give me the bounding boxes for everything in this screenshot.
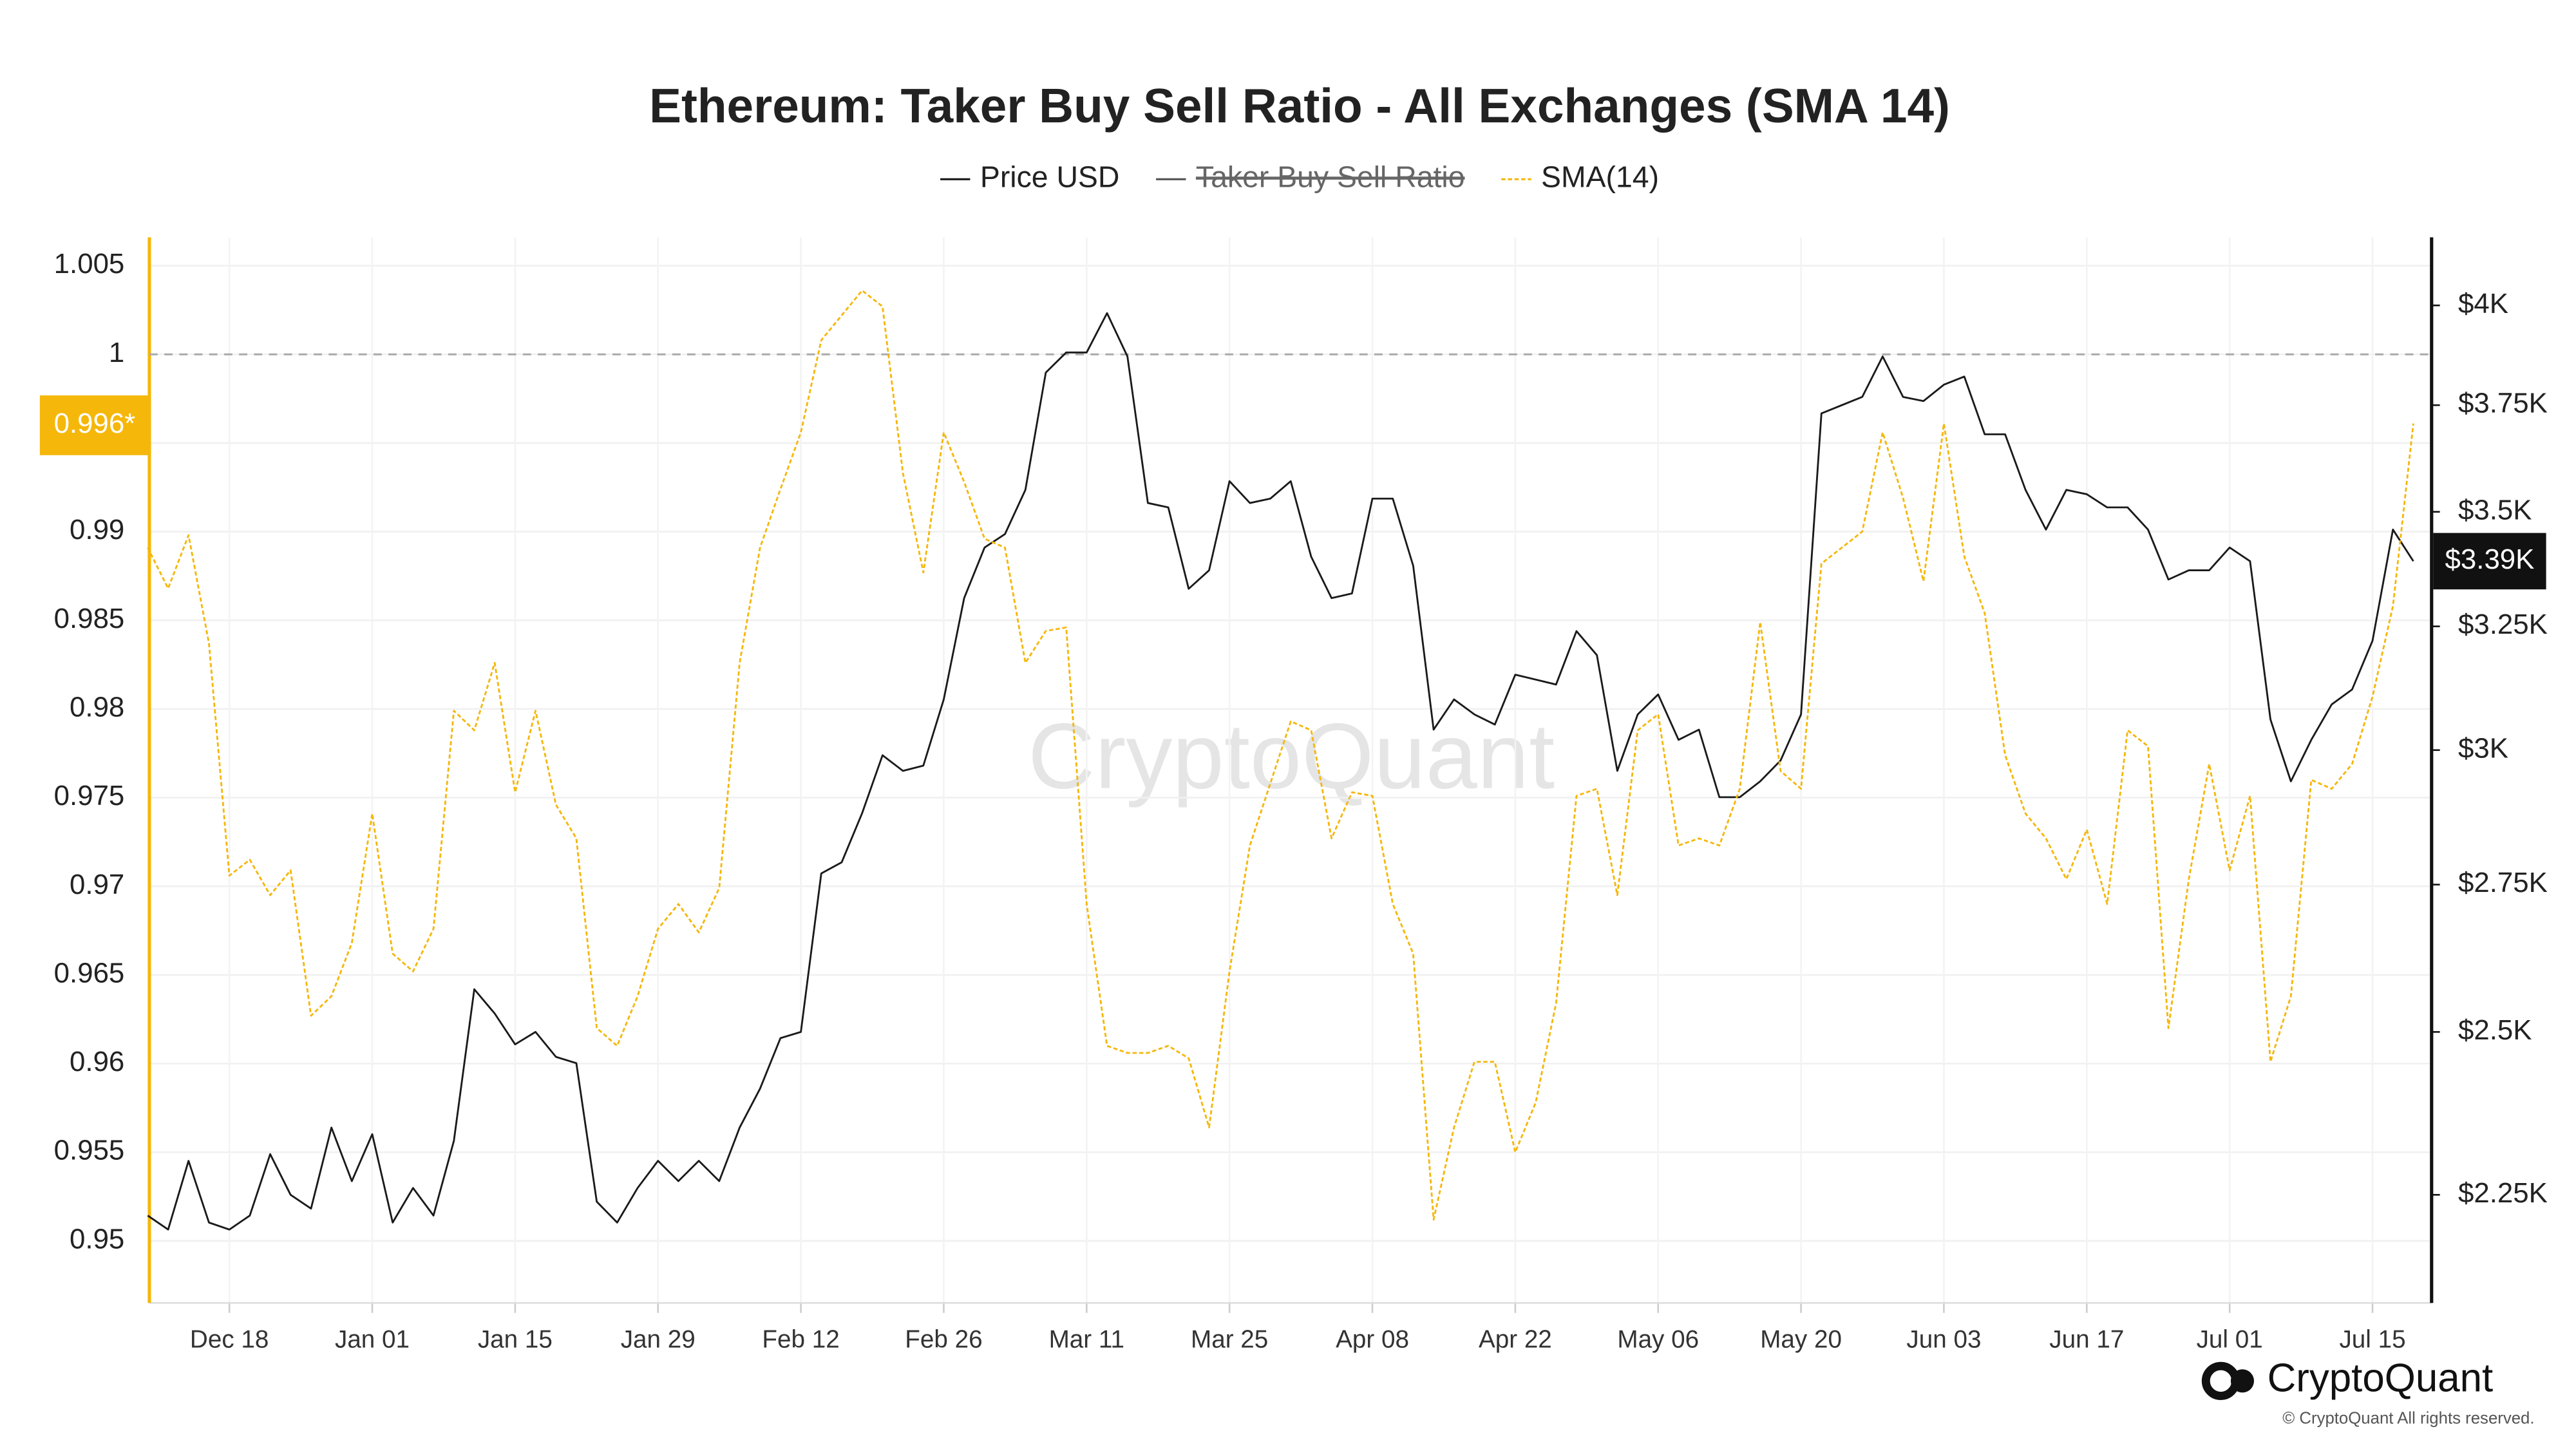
y-tick-label: 0.99	[70, 514, 124, 545]
legend-label: Price USD	[980, 160, 1119, 194]
x-tick-label: Feb 12	[762, 1326, 839, 1354]
x-tick-label: Jun 03	[1906, 1326, 1981, 1354]
current-value-label: $3.39K	[2445, 544, 2535, 575]
y2-tick-label: $3.75K	[2458, 388, 2548, 419]
y2-tick-label: $3K	[2458, 732, 2508, 764]
legend: Price USD Taker Buy Sell Ratio SMA(14)	[940, 160, 1659, 194]
current-value-badge	[2433, 533, 2546, 590]
y-tick-label: 1.005	[54, 248, 125, 279]
x-tick-label: Mar 11	[1049, 1326, 1124, 1354]
y-tick-label: 0.955	[54, 1135, 125, 1166]
y-tick-label: 0.95	[70, 1223, 124, 1255]
y2-tick-label: $3.25K	[2458, 609, 2548, 640]
y-tick-label: 0.975	[54, 780, 125, 811]
chart-title: Ethereum: Taker Buy Sell Ratio - All Exc…	[649, 79, 1950, 133]
x-tick-label: Apr 08	[1336, 1326, 1409, 1354]
x-tick-label: Jun 17	[2049, 1326, 2124, 1354]
y-tick-label: 0.985	[54, 603, 125, 634]
current-value-label: 0.996*	[54, 408, 136, 439]
y-tick-label: 0.96	[70, 1046, 124, 1077]
x-tick-label: Jul 15	[2339, 1326, 2405, 1354]
y2-tick-label: $3.5K	[2458, 494, 2532, 526]
x-tick-label: Jan 01	[335, 1326, 410, 1354]
legend-label: Taker Buy Sell Ratio	[1196, 160, 1465, 194]
y2-tick-label: $2.75K	[2458, 867, 2548, 898]
x-tick-label: Feb 26	[905, 1326, 982, 1354]
y-tick-label: 1	[109, 337, 124, 368]
y2-tick-label: $2.25K	[2458, 1177, 2548, 1209]
legend-label: SMA(14)	[1541, 160, 1659, 194]
brand: CryptoQuant	[2268, 1356, 2494, 1401]
watermark: CryptoQuant	[1028, 704, 1555, 808]
y2-tick-label: $2.5K	[2458, 1014, 2532, 1046]
logo-icon	[2230, 1369, 2254, 1393]
copyright: © CryptoQuant All rights reserved.	[2282, 1409, 2534, 1427]
x-tick-label: Jan 29	[621, 1326, 696, 1354]
x-tick-label: Jul 01	[2197, 1326, 2263, 1354]
series-line	[147, 289, 2414, 1221]
y-tick-label: 0.965	[54, 957, 125, 989]
x-tick-label: Dec 18	[190, 1326, 269, 1354]
x-tick-label: Jan 15	[478, 1326, 553, 1354]
x-tick-label: May 06	[1617, 1326, 1699, 1354]
x-tick-label: May 20	[1760, 1326, 1842, 1354]
current-value-badge	[39, 395, 149, 455]
x-tick-label: Mar 25	[1191, 1326, 1268, 1354]
series-line	[147, 312, 2414, 1231]
y2-tick-label: $4K	[2458, 288, 2508, 319]
x-tick-label: Apr 22	[1479, 1326, 1552, 1354]
watermark-logo: CryptoQuant	[1028, 704, 1555, 808]
brand-logo: CryptoQuant © CryptoQuant All rights res…	[2201, 1356, 2535, 1427]
y-tick-label: 0.98	[70, 691, 124, 723]
y-tick-label: 0.97	[70, 869, 124, 900]
